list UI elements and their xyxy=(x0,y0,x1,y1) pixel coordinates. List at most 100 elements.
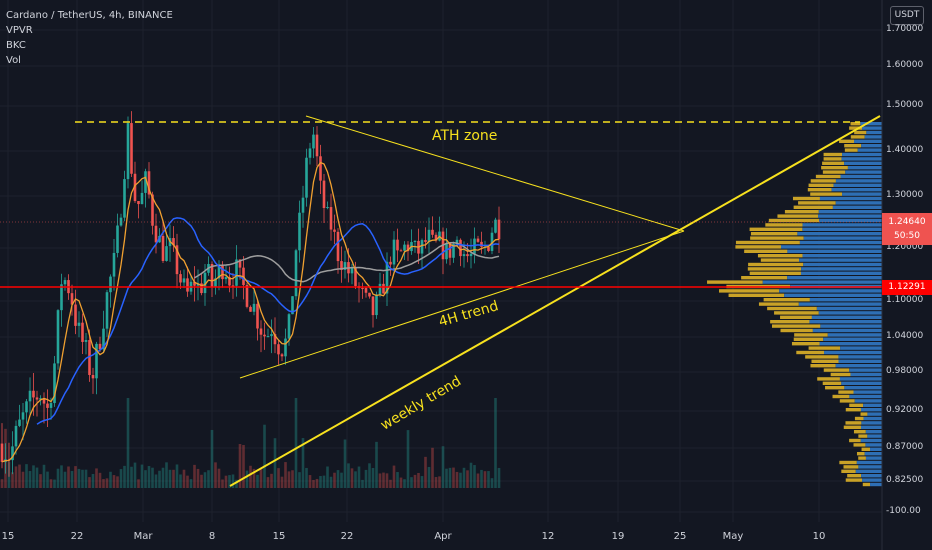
candle-body xyxy=(427,229,431,242)
volume-profile-bar-down xyxy=(741,276,788,280)
volume-bars xyxy=(0,398,501,488)
volume-profile xyxy=(707,122,882,487)
volume-profile-bar-down xyxy=(832,394,850,399)
candle-body xyxy=(354,268,357,286)
volume-profile-bar-down xyxy=(822,161,845,165)
volume-bar xyxy=(459,472,462,488)
volume-bar xyxy=(39,474,42,488)
candle-body xyxy=(238,259,242,268)
candle-body xyxy=(35,397,39,400)
volume-profile-bar-up xyxy=(847,166,882,170)
candle-body xyxy=(32,390,35,398)
candle-body xyxy=(11,446,14,461)
indicator-bkc[interactable]: BKC xyxy=(6,40,26,51)
candle-body xyxy=(210,264,214,287)
x-tick-label: 19 xyxy=(611,531,625,542)
volume-profile-bar-down xyxy=(750,232,798,236)
volume-bar xyxy=(266,477,270,488)
candle-body xyxy=(60,284,63,311)
volume-profile-bar-down xyxy=(841,469,856,473)
volume-bar xyxy=(399,477,403,488)
volume-profile-bar-up xyxy=(833,183,882,187)
candle-body xyxy=(298,212,301,251)
candle-body xyxy=(273,334,277,345)
volume-profile-bar-up xyxy=(864,452,882,456)
volume-profile-bar-up xyxy=(820,324,882,328)
candle-body xyxy=(119,217,123,226)
volume-bar xyxy=(469,462,473,488)
volume-profile-bar-down xyxy=(744,249,788,253)
indicator-vol[interactable]: Vol xyxy=(6,55,21,66)
volume-profile-bar-up xyxy=(802,227,882,231)
volume-bar xyxy=(403,479,406,488)
volume-profile-bar-down xyxy=(849,126,863,130)
volume-profile-bar-up xyxy=(861,144,882,148)
volume-profile-bar-up xyxy=(797,232,882,236)
indicator-vpvr[interactable]: VPVR xyxy=(6,25,33,36)
x-tick-label: Apr xyxy=(434,531,452,542)
candle-body xyxy=(46,403,49,408)
candle-body xyxy=(420,240,424,254)
candle-body xyxy=(378,283,382,295)
candle-body xyxy=(336,231,340,262)
candle-body xyxy=(462,254,466,257)
volume-bar xyxy=(445,468,448,488)
candle-body xyxy=(343,262,347,270)
candle-body xyxy=(476,238,480,242)
candle-body xyxy=(77,322,81,326)
volume-bar xyxy=(56,468,60,488)
candle-body xyxy=(21,412,25,420)
volume-profile-bar-down xyxy=(774,311,819,315)
candle-body xyxy=(494,219,497,233)
volume-bar xyxy=(123,465,126,488)
volume-profile-bar-down xyxy=(822,170,846,174)
volume-profile-bar-down xyxy=(805,355,839,359)
volume-profile-bar-down xyxy=(793,337,824,341)
volume-profile-bar-up xyxy=(841,157,882,161)
volume-bar xyxy=(301,438,305,488)
volume-profile-bar-up xyxy=(857,148,882,152)
candle-body xyxy=(116,225,119,253)
y-tick-label: 0.87000 xyxy=(886,442,924,452)
volume-profile-bar-up xyxy=(823,337,882,341)
volume-bar xyxy=(354,471,357,488)
volume-bar xyxy=(452,467,455,488)
candle-body xyxy=(385,261,389,294)
candle-body xyxy=(322,180,326,209)
chart-legend: Cardano / TetherUS, 4h, BINANCE VPVR BKC… xyxy=(6,8,173,68)
candle-body xyxy=(133,173,137,202)
volume-bar xyxy=(305,467,308,488)
volume-profile-bar-up xyxy=(832,205,882,209)
volume-profile-bar-up xyxy=(865,456,882,460)
candle-body xyxy=(18,419,21,426)
volume-profile-bar-down xyxy=(845,421,862,425)
candle-body xyxy=(137,201,140,205)
candle-body xyxy=(497,219,501,240)
candle-body xyxy=(382,283,385,294)
currency-unit-button[interactable]: USDT xyxy=(890,6,924,25)
volume-profile-bar-up xyxy=(838,359,882,363)
candle-body xyxy=(312,134,315,149)
4h-trend-line xyxy=(239,230,685,379)
volume-profile-bar-up xyxy=(870,447,882,451)
volume-profile-bar-up xyxy=(802,254,882,258)
volume-bar xyxy=(98,472,102,488)
x-tick-label: Mar xyxy=(133,531,153,542)
volume-profile-bar-up xyxy=(860,438,882,443)
volume-bar xyxy=(277,468,280,488)
candle-body xyxy=(70,293,74,305)
ath-zone-label: ATH zone xyxy=(432,128,498,144)
candle-body xyxy=(186,278,189,292)
volume-profile-bar-down xyxy=(817,377,840,381)
candle-body xyxy=(455,239,459,244)
candle-body xyxy=(95,343,98,379)
volume-profile-bar-up xyxy=(799,240,882,245)
volume-bar xyxy=(193,464,196,488)
volume-bar xyxy=(319,476,322,488)
y-tick-label: 1.30000 xyxy=(886,190,924,200)
volume-bar xyxy=(420,476,424,488)
candle-body xyxy=(270,334,273,337)
candle-body xyxy=(39,398,42,400)
volume-bar xyxy=(165,462,168,488)
